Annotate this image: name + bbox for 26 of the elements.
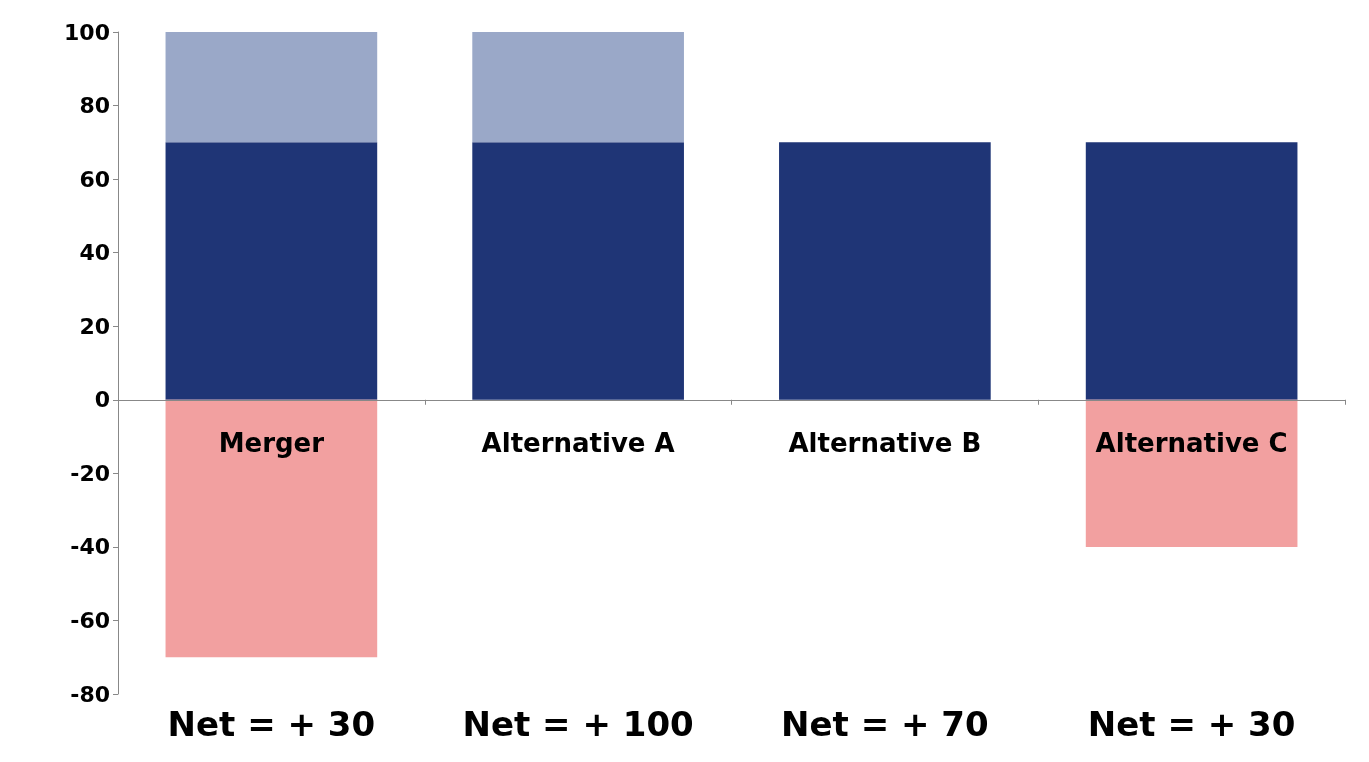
bar xyxy=(165,142,378,400)
y-tick-label: -60 xyxy=(70,607,110,633)
bar xyxy=(1085,142,1298,400)
y-tick-label: 40 xyxy=(79,240,110,266)
text: Net = + 100 xyxy=(462,704,694,744)
y-tick-label: -40 xyxy=(70,534,110,560)
bar xyxy=(165,399,378,658)
x-tick-label: Merger xyxy=(218,427,325,458)
bar xyxy=(1085,399,1298,547)
bar xyxy=(472,142,684,400)
y-tick-label: 0 xyxy=(94,387,110,413)
text: Net = + 70 xyxy=(781,704,989,744)
y-tick-label: 20 xyxy=(79,313,110,339)
y-tick-label: 100 xyxy=(64,19,110,45)
x-tick-label: Alternative B xyxy=(788,427,982,458)
bar xyxy=(779,142,991,400)
x-tick-label: Alternative A xyxy=(481,427,675,458)
y-tick-label: -80 xyxy=(70,681,110,707)
y-tick-label: -20 xyxy=(70,460,110,486)
bar xyxy=(472,32,684,143)
bar xyxy=(165,32,378,143)
text: Net = + 30 xyxy=(1087,704,1296,744)
y-tick-label: 80 xyxy=(79,93,110,119)
y-tick-label: 60 xyxy=(79,166,110,192)
text: Net = + 30 xyxy=(167,704,376,744)
x-tick-label: Alternative C xyxy=(1095,427,1288,458)
